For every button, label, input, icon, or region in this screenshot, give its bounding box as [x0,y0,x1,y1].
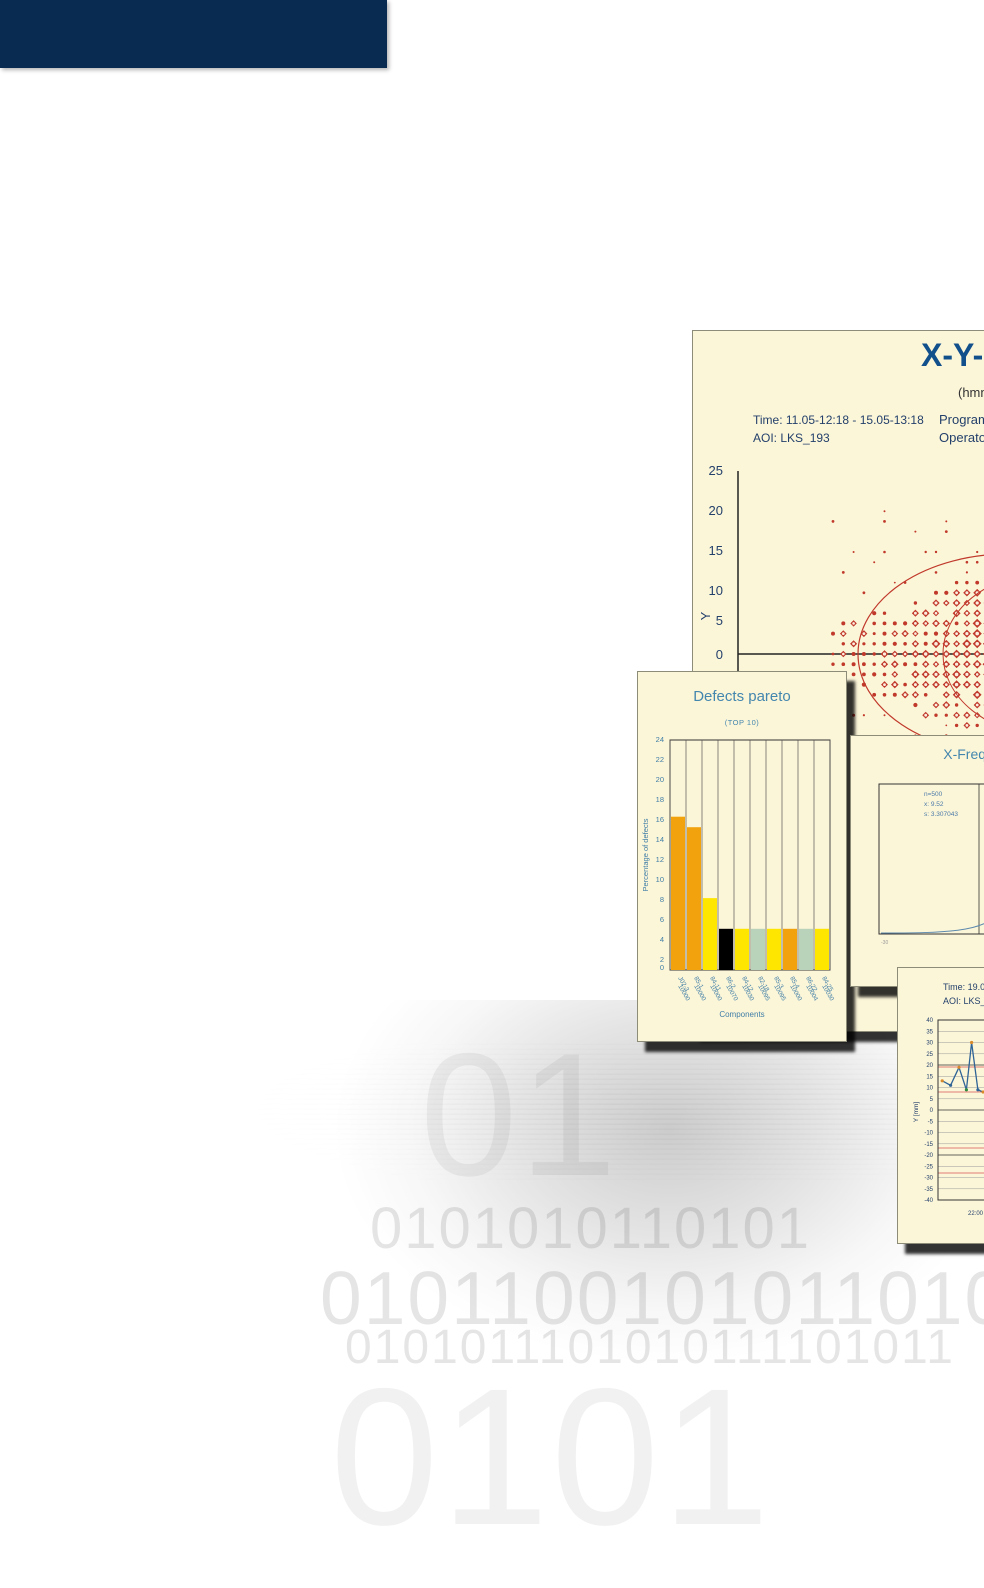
svg-text:6: 6 [660,915,664,924]
svg-text:-20: -20 [924,1153,933,1159]
svg-text:10000: 10000 [692,984,707,1003]
svg-text:14: 14 [656,835,664,844]
svg-text:-5: -5 [928,1119,934,1125]
svg-text:5: 5 [930,1097,934,1103]
svg-text:10000: 10000 [788,984,803,1003]
svg-text:-35: -35 [924,1187,933,1193]
svg-text:Y: Y [698,611,713,620]
svg-text:20: 20 [709,503,723,518]
svg-text:16: 16 [656,815,664,824]
svg-text:22:00: 22:00 [968,1211,984,1217]
svg-text:x: 9.52: x: 9.52 [924,801,944,808]
svg-text:30: 30 [926,1041,933,1047]
svg-text:0: 0 [930,1108,934,1114]
svg-text:-15: -15 [924,1142,933,1148]
svg-text:Y [mm]: Y [mm] [913,1102,920,1123]
svg-text:24: 24 [656,735,664,744]
svg-text:8: 8 [660,895,664,904]
svg-text:0: 0 [716,647,723,662]
svg-text:40: 40 [926,1018,933,1024]
svg-text:-40: -40 [924,1198,933,1204]
svg-text:0: 0 [660,963,664,972]
svg-text:10095: 10095 [772,984,787,1003]
svg-text:-30: -30 [881,940,888,946]
svg-text:4: 4 [660,935,664,944]
svg-text:35: 35 [926,1029,933,1035]
svg-text:-30: -30 [924,1176,933,1182]
svg-text:10070: 10070 [724,984,739,1003]
svg-text:10: 10 [926,1086,933,1092]
svg-text:12: 12 [656,855,664,864]
svg-text:20: 20 [656,775,664,784]
svg-text:s: 3.307043: s: 3.307043 [924,811,958,818]
svg-text:20: 20 [926,1063,933,1069]
svg-text:10: 10 [656,875,664,884]
svg-text:25: 25 [709,463,723,478]
svg-text:18: 18 [656,795,664,804]
svg-text:5: 5 [716,613,723,628]
svg-text:Percentage of defects: Percentage of defects [641,818,650,891]
svg-text:-25: -25 [924,1164,933,1170]
svg-text:22: 22 [656,755,664,764]
svg-text:-10: -10 [924,1131,933,1137]
svg-text:25: 25 [926,1052,933,1058]
svg-text:n=500: n=500 [924,791,943,798]
svg-text:15: 15 [926,1074,933,1080]
svg-text:15: 15 [709,543,723,558]
svg-text:10: 10 [709,583,723,598]
